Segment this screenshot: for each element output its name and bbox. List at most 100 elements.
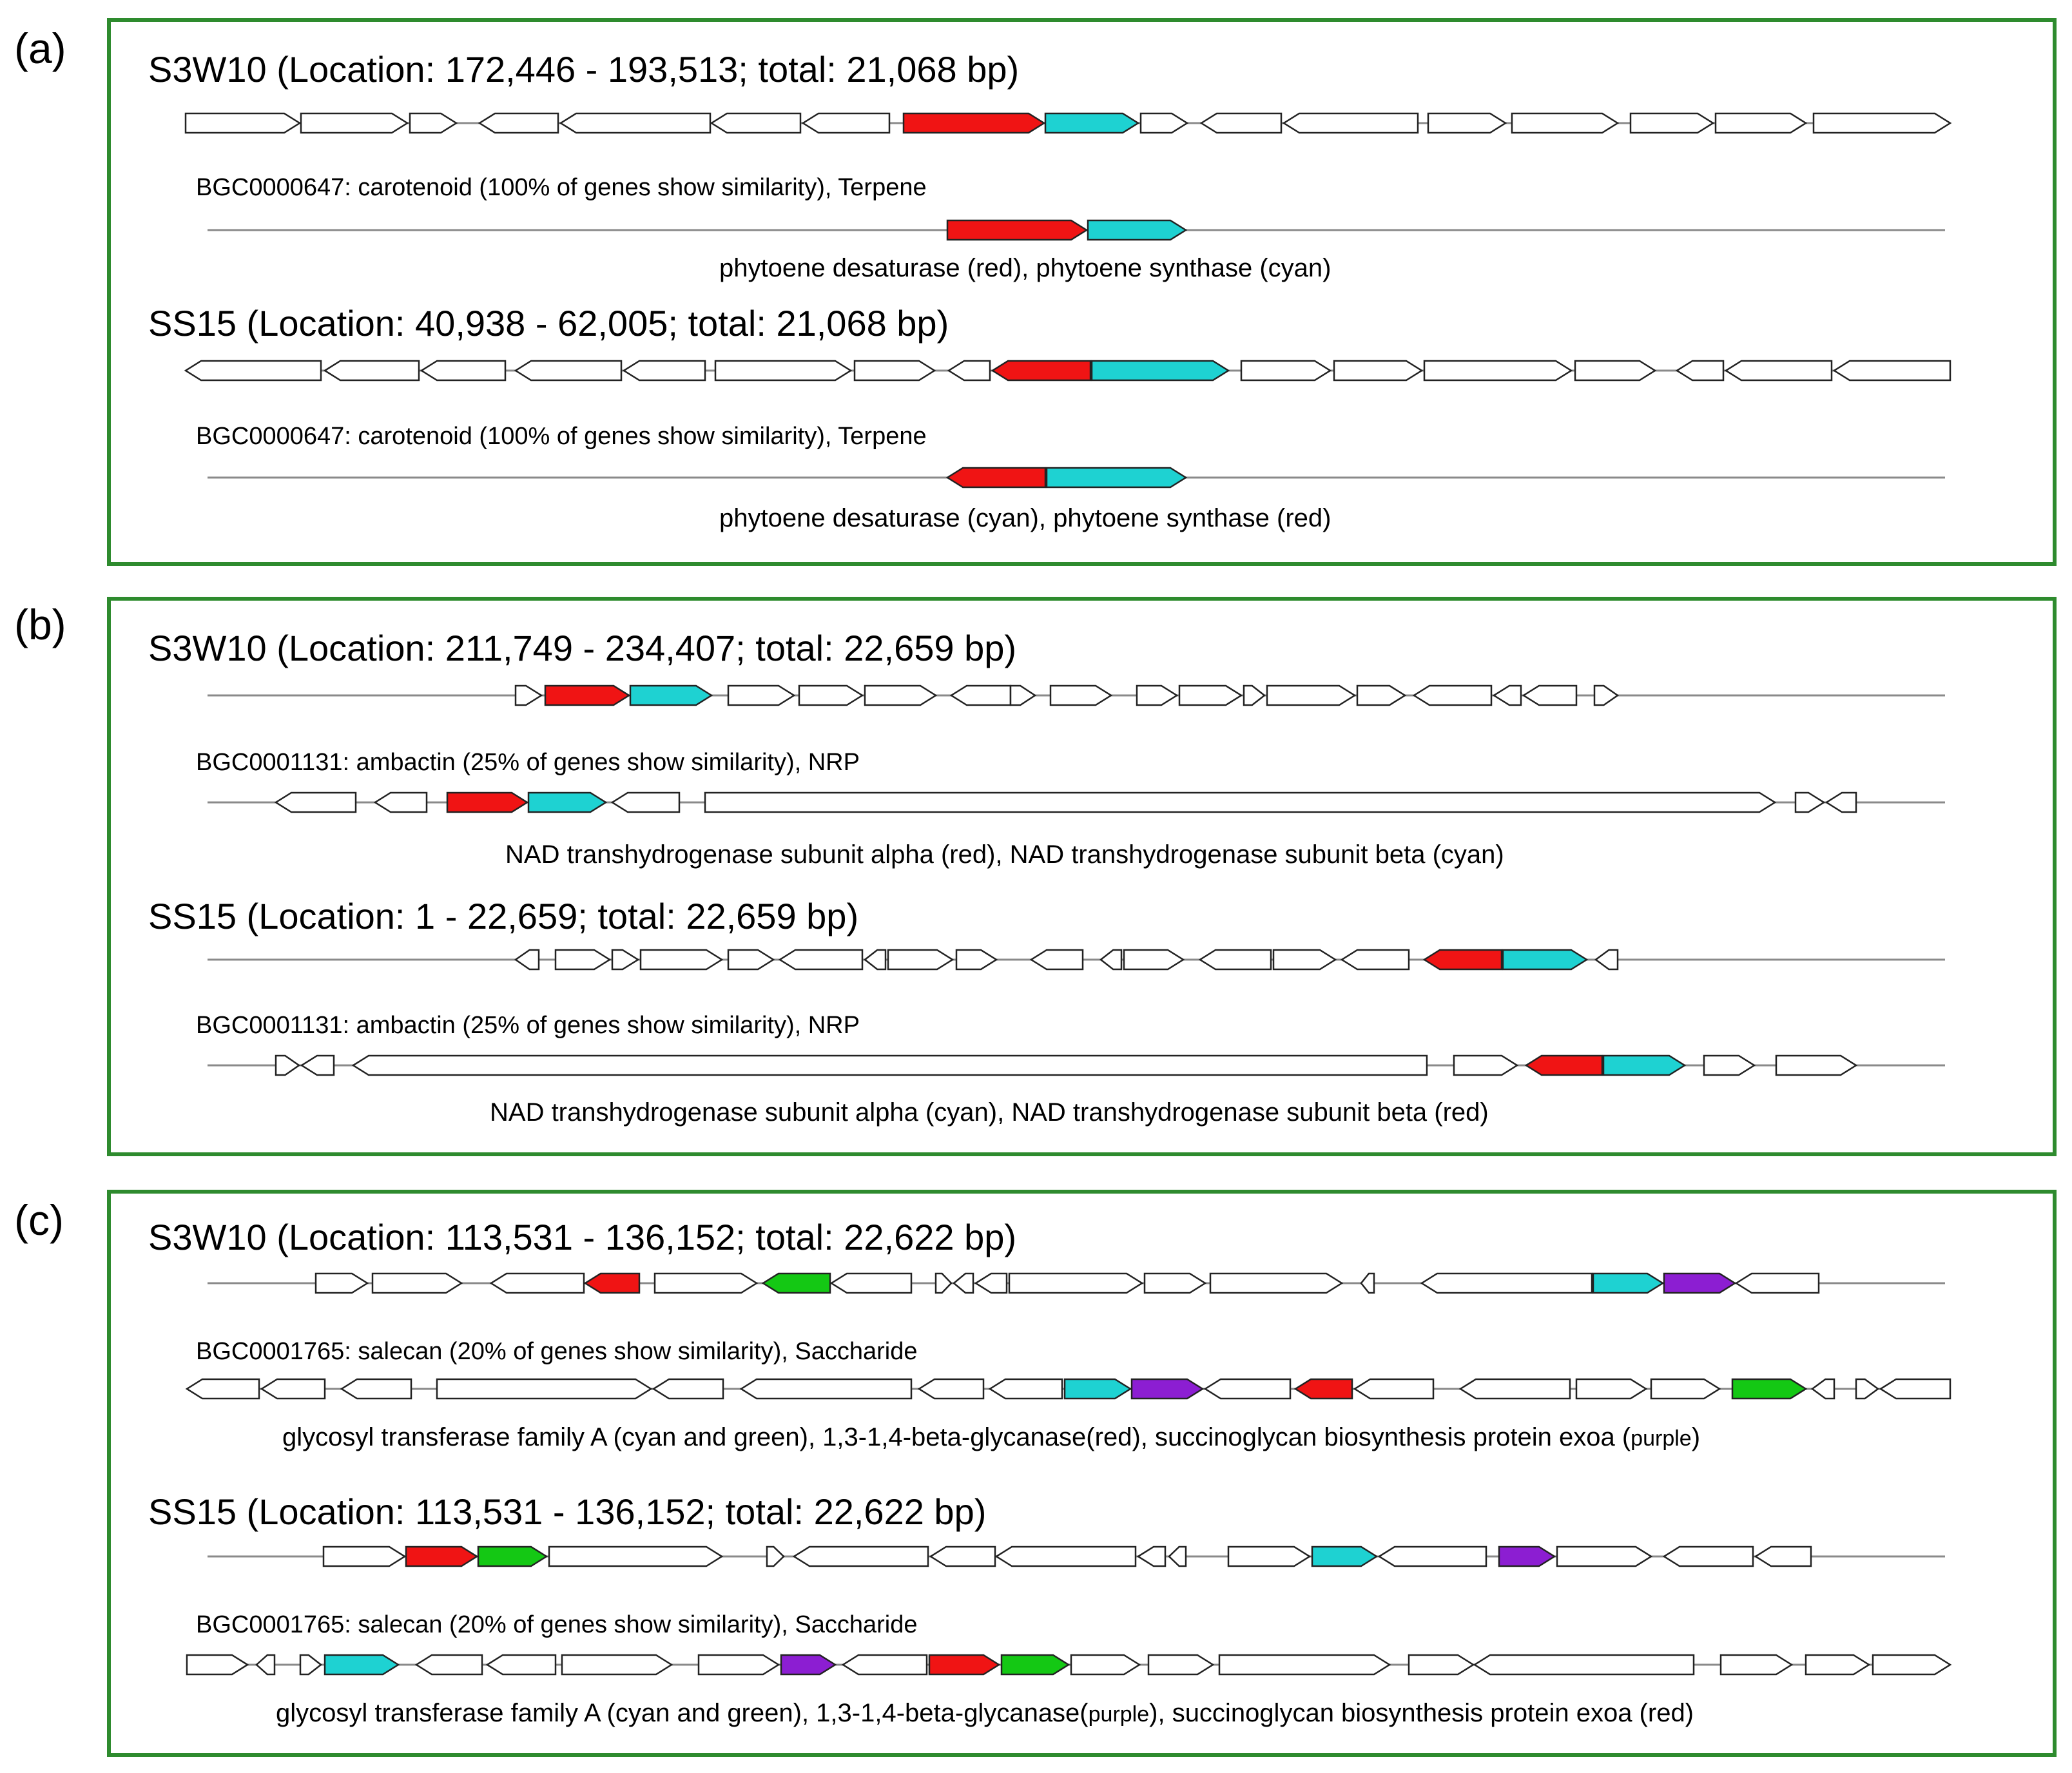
gene-arrow	[727, 949, 775, 971]
purple-gene-arrow	[1498, 1545, 1556, 1567]
gene-arrow	[934, 1272, 953, 1294]
gene-arrow	[955, 949, 998, 971]
gene-arrow	[275, 1054, 301, 1076]
red-gene-arrow	[446, 791, 529, 813]
red-gene-arrow	[583, 1272, 641, 1294]
green-gene-arrow	[761, 1272, 831, 1294]
gene-arrow	[322, 1545, 407, 1567]
gene-arrow	[947, 360, 991, 382]
gene-arrow	[184, 360, 322, 382]
gene-arrow	[260, 1378, 326, 1400]
red-gene-arrow	[544, 684, 631, 706]
caption-text: glycosyl transferase family A (cyan and …	[276, 1699, 1089, 1727]
gene-arrow	[559, 112, 712, 134]
gene-arrow	[622, 360, 706, 382]
gene-arrow	[863, 949, 887, 971]
cyan-gene-arrow	[1044, 112, 1140, 134]
red-gene-arrow	[902, 112, 1046, 134]
gene-arrow	[1593, 684, 1620, 706]
gene-arrow	[436, 1378, 653, 1400]
red-gene-arrow	[945, 467, 1047, 489]
gene-arrow	[917, 1378, 985, 1400]
panel-c-query-2-title: SS15 (Location: 113,531 - 136,152; total…	[148, 1491, 987, 1532]
gene-arrow	[1333, 360, 1424, 382]
gene-arrow	[853, 360, 936, 382]
panel-b-label: (b)	[14, 601, 66, 648]
gene-arrow	[994, 1545, 1137, 1567]
panel-b-query-1-track	[208, 684, 1945, 706]
caption-text: )	[1691, 1423, 1701, 1451]
panel-c-label: (c)	[14, 1196, 64, 1244]
gene-arrow	[1879, 1378, 1951, 1400]
green-gene-arrow	[1000, 1654, 1070, 1676]
panel-b-bgc-1-label: BGC0001131: ambactin (25% of genes show …	[196, 749, 860, 776]
gene-arrow	[929, 1545, 996, 1567]
gene-arrow	[489, 1272, 585, 1294]
gene-arrow	[185, 1378, 260, 1400]
gene-arrow	[514, 360, 623, 382]
gene-arrow	[1825, 791, 1857, 813]
panel-a-bgc-1-label: BGC0000647: carotenoid (100% of genes sh…	[196, 174, 927, 201]
gene-arrow	[610, 791, 681, 813]
cyan-gene-arrow	[1045, 467, 1188, 489]
panel-c-reference-1-track	[185, 1378, 1951, 1400]
gene-arrow	[1812, 112, 1952, 134]
gene-arrow	[1556, 1545, 1653, 1567]
panel-c-frame	[107, 1190, 2057, 1757]
gene-arrow	[1282, 112, 1419, 134]
gene-arrow	[1427, 112, 1507, 134]
gene-arrow	[554, 949, 612, 971]
panel-b-bgc-2-label: BGC0001131: ambactin (25% of genes show …	[196, 1012, 860, 1039]
gene-arrow	[561, 1654, 673, 1676]
red-gene-arrow	[405, 1545, 479, 1567]
gene-arrow	[1511, 112, 1620, 134]
gene-arrow	[714, 360, 853, 382]
red-gene-arrow	[946, 219, 1089, 241]
gene-arrow	[1218, 1654, 1391, 1676]
gene-arrow	[727, 684, 796, 706]
cyan-gene-arrow	[1502, 949, 1589, 971]
gene-arrow	[1143, 1272, 1207, 1294]
gene-arrow	[1775, 1054, 1858, 1076]
red-gene-arrow	[1422, 949, 1503, 971]
cyan-gene-arrow	[1087, 219, 1188, 241]
red-gene-arrow	[1524, 1054, 1603, 1076]
gene-arrow	[1009, 684, 1037, 706]
gene-arrow	[1136, 684, 1179, 706]
gene-arrow	[299, 1654, 323, 1676]
caption-text: ), succinoglycan biosynthesis protein ex…	[1149, 1699, 1694, 1727]
gene-arrow	[1754, 1545, 1812, 1567]
gene-arrow	[340, 1378, 412, 1400]
gene-arrow	[373, 791, 428, 813]
panel-a-label: (a)	[14, 24, 66, 72]
gene-arrow	[514, 949, 540, 971]
gene-arrow	[798, 684, 864, 706]
panel-c-query-2-track	[208, 1545, 1945, 1567]
gene-arrow	[1453, 1054, 1519, 1076]
panel-a-gene-annotation-1: phytoene desaturase (red), phytoene synt…	[719, 255, 1331, 281]
gene-arrow	[949, 684, 1012, 706]
gene-arrow	[829, 1272, 913, 1294]
gene-arrow	[988, 1378, 1063, 1400]
gene-arrow	[255, 1654, 276, 1676]
gene-arrow	[1734, 1272, 1820, 1294]
gene-arrow	[1458, 1378, 1571, 1400]
red-gene-arrow	[1293, 1378, 1353, 1400]
gene-arrow	[974, 1272, 1008, 1294]
gene-arrow	[1203, 1378, 1292, 1400]
gene-arrow	[409, 112, 458, 134]
purple-gene-arrow	[1663, 1272, 1737, 1294]
gene-arrow	[1377, 1545, 1487, 1567]
gene-arrow	[485, 1654, 557, 1676]
gene-arrow	[1719, 1654, 1794, 1676]
gene-arrow	[639, 949, 724, 971]
gene-arrow	[1147, 1654, 1215, 1676]
gene-arrow	[1832, 360, 1951, 382]
purple-gene-arrow	[780, 1654, 837, 1676]
gene-arrow	[1714, 112, 1808, 134]
gene-arrow	[351, 1054, 1428, 1076]
panel-b-gene-annotation-2: NAD transhydrogenase subunit alpha (cyan…	[490, 1100, 1489, 1125]
gene-arrow	[1136, 1545, 1167, 1567]
gene-arrow	[315, 1272, 369, 1294]
panel-c-gene-annotation-1: glycosyl transferase family A (cyan and …	[282, 1424, 1700, 1450]
